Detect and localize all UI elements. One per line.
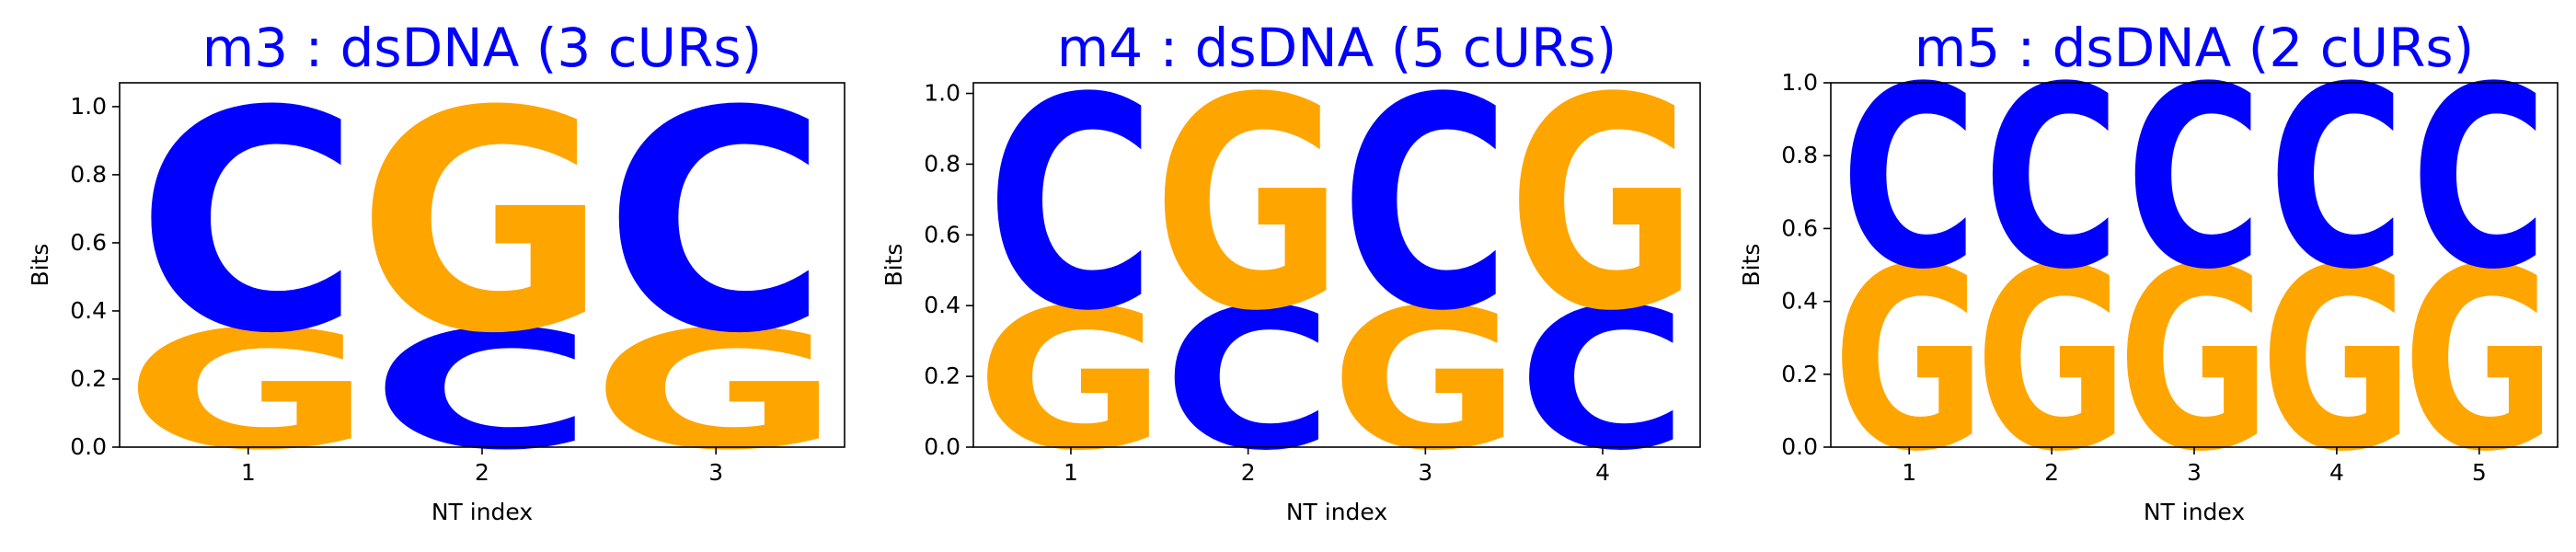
y-tick-label: 1.0 bbox=[924, 80, 960, 107]
x-axis-label: NT index bbox=[2144, 499, 2245, 525]
x-tick-label: 2 bbox=[1241, 459, 1256, 486]
x-tick-label: 1 bbox=[1064, 459, 1078, 486]
x-tick-label: 3 bbox=[1418, 459, 1432, 486]
x-tick-label: 3 bbox=[708, 459, 723, 486]
y-tick-label: 0.0 bbox=[1781, 433, 1818, 460]
x-tick-label: 4 bbox=[1595, 459, 1610, 486]
y-axis-label: Bits bbox=[27, 244, 53, 287]
y-tick-label: 0.8 bbox=[70, 161, 107, 188]
y-tick-label: 0.4 bbox=[1781, 288, 1818, 315]
logo-letter-c: C bbox=[136, 48, 361, 401]
logo-letter-g: G bbox=[2403, 215, 2556, 506]
y-tick-label: 0.6 bbox=[1781, 214, 1818, 241]
chart-title: m4 : dsDNA (5 cURs) bbox=[1057, 17, 1616, 79]
logo-letter-g: G bbox=[1330, 267, 1521, 493]
logo-letter-g: G bbox=[1833, 215, 1985, 506]
logo-letter-c: C bbox=[1518, 267, 1688, 493]
plot-frame bbox=[972, 82, 1701, 448]
y-tick-label: 0.4 bbox=[70, 297, 107, 324]
y-tick-label: 1.0 bbox=[1781, 69, 1818, 96]
y-tick-label: 0.8 bbox=[1781, 142, 1818, 168]
x-tick-label: 5 bbox=[2472, 459, 2487, 486]
y-tick-label: 0.0 bbox=[70, 433, 107, 460]
chart-title: m5 : dsDNA (2 cURs) bbox=[1915, 17, 2474, 79]
logo-letter-c: C bbox=[1841, 33, 1978, 324]
logo-letter-c: C bbox=[2126, 33, 2263, 324]
x-tick-label: 2 bbox=[475, 459, 489, 486]
y-tick-label: 0.8 bbox=[924, 150, 960, 177]
y-axis-label: Bits bbox=[880, 244, 907, 287]
logo-letter-g: G bbox=[1508, 36, 1698, 374]
logo-letter-c: C bbox=[2410, 33, 2547, 324]
logo-letter-g: G bbox=[2118, 215, 2271, 506]
x-tick-label: 1 bbox=[1902, 459, 1916, 486]
y-axis-label: Bits bbox=[1738, 244, 1765, 287]
x-tick-label: 1 bbox=[241, 459, 256, 486]
y-tick-label: 0.0 bbox=[924, 433, 960, 460]
x-tick-label: 3 bbox=[2187, 459, 2202, 486]
logo-letter-g: G bbox=[1975, 215, 2128, 506]
logo-letter-g: G bbox=[357, 48, 608, 401]
y-tick-label: 0.2 bbox=[924, 362, 960, 389]
logo-letter-c: C bbox=[2269, 33, 2406, 324]
y-tick-label: 1.0 bbox=[70, 93, 107, 120]
x-axis-label: NT index bbox=[1286, 499, 1387, 525]
x-axis-label: NT index bbox=[431, 499, 533, 525]
logo-letter-c: C bbox=[1163, 267, 1333, 493]
y-tick-label: 0.4 bbox=[924, 292, 960, 318]
logo-letter-c: C bbox=[604, 48, 828, 401]
logo-letter-g: G bbox=[976, 267, 1167, 493]
y-tick-label: 0.2 bbox=[70, 365, 107, 392]
logo-letter-c: C bbox=[986, 36, 1156, 374]
logo-letter-c: C bbox=[1984, 33, 2121, 324]
x-tick-label: 2 bbox=[2044, 459, 2059, 486]
y-tick-label: 0.6 bbox=[924, 221, 960, 247]
chart-title: m3 : dsDNA (3 cURs) bbox=[202, 17, 762, 79]
logo-letter-g: G bbox=[2260, 215, 2413, 506]
y-tick-label: 0.2 bbox=[1781, 361, 1818, 387]
logo-letter-c: C bbox=[1340, 36, 1511, 374]
y-tick-label: 0.6 bbox=[70, 229, 107, 256]
x-tick-label: 4 bbox=[2329, 459, 2344, 486]
logo-letter-g: G bbox=[1153, 36, 1343, 374]
